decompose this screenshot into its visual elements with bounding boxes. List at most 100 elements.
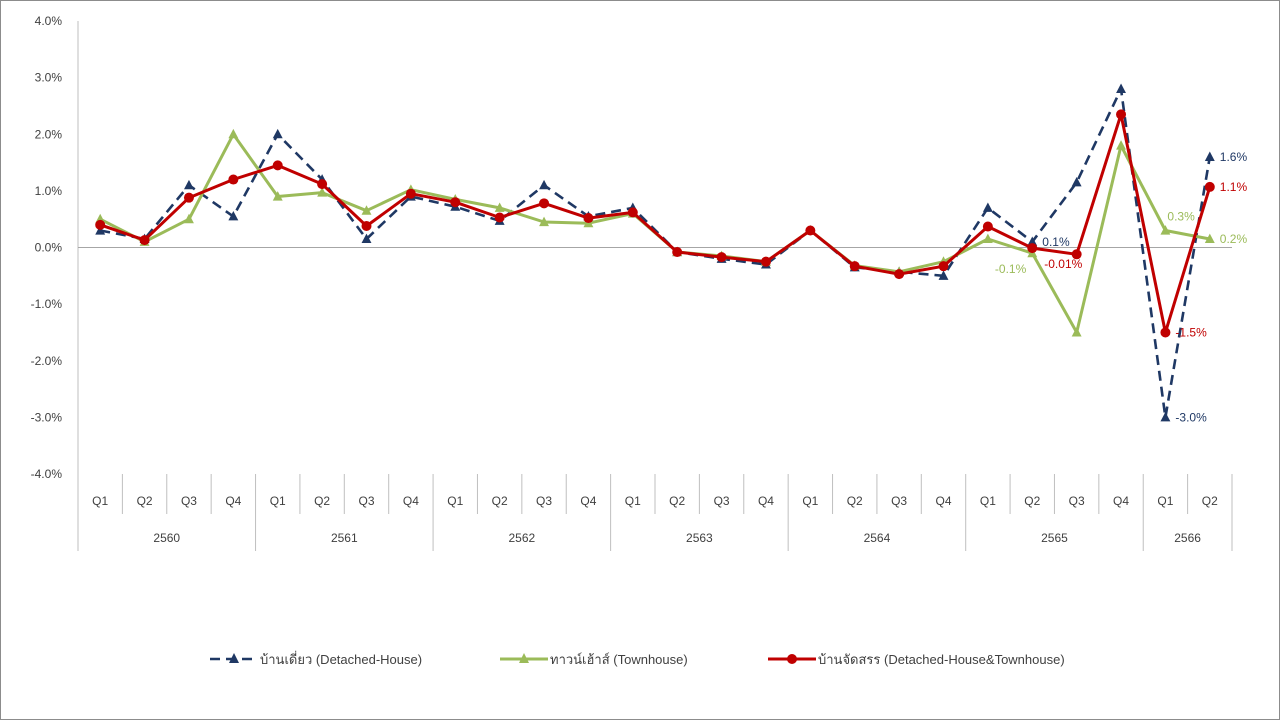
data-point (450, 197, 461, 208)
x-tick-label: Q3 (358, 494, 374, 508)
x-tick-label: Q2 (847, 494, 863, 508)
x-tick-label: Q4 (758, 494, 774, 508)
data-point (539, 179, 549, 190)
data-point (1071, 249, 1082, 260)
data-label: -3.0% (1175, 410, 1207, 424)
data-point (228, 128, 239, 139)
x-tick-label: Q1 (980, 494, 996, 508)
data-point (361, 220, 372, 231)
x-tick-label: Q2 (1202, 494, 1218, 508)
data-label: 1.1% (1220, 180, 1248, 194)
x-tick-label: Q1 (447, 494, 463, 508)
data-point (95, 219, 106, 230)
data-point (849, 261, 860, 272)
y-tick-label: 0.0% (35, 241, 63, 255)
legend-marker (787, 654, 797, 664)
data-label: 0.2% (1220, 232, 1248, 246)
series-line (99, 87, 1212, 419)
x-tick-label: Q1 (802, 494, 818, 508)
data-point (938, 261, 949, 272)
data-point (982, 202, 993, 212)
data-point (494, 202, 505, 212)
data-point (1204, 181, 1215, 192)
data-point (716, 252, 727, 263)
legend-label: ทาวน์เฮ้าส์ (Townhouse) (550, 652, 688, 667)
year-label: 2564 (864, 531, 891, 545)
legend-label: บ้านจัดสรร (Detached-House&Townhouse) (818, 652, 1065, 667)
data-point (1071, 327, 1082, 337)
data-point (672, 247, 683, 258)
data-point (1116, 83, 1126, 93)
x-tick-label: Q1 (92, 494, 108, 508)
data-point (184, 179, 194, 190)
data-point (1116, 140, 1126, 150)
data-point (982, 233, 993, 244)
x-tick-label: Q4 (403, 494, 419, 508)
x-tick-label: Q4 (935, 494, 951, 508)
data-point (1071, 176, 1082, 187)
x-tick-label: Q1 (1157, 494, 1173, 508)
data-point (361, 205, 372, 215)
data-point (183, 192, 194, 203)
year-label: 2562 (508, 531, 535, 545)
data-label: -0.01% (1044, 257, 1082, 271)
x-tick-label: Q2 (492, 494, 508, 508)
data-point (1027, 243, 1038, 254)
year-label: 2563 (686, 531, 713, 545)
data-point (938, 270, 949, 280)
data-label: -0.1% (995, 262, 1027, 276)
data-point (1160, 327, 1171, 338)
data-point (1116, 109, 1127, 120)
x-tick-label: Q3 (714, 494, 730, 508)
data-point (272, 160, 283, 171)
data-point (317, 187, 328, 197)
year-label: 2566 (1174, 531, 1201, 545)
data-point (1204, 233, 1215, 244)
data-point (184, 213, 194, 224)
data-point (272, 191, 283, 201)
y-tick-label: -2.0% (31, 354, 63, 368)
legend-marker (519, 653, 529, 663)
x-tick-label: Q3 (1069, 494, 1085, 508)
y-tick-label: 2.0% (35, 127, 63, 141)
y-tick-label: -1.0% (31, 297, 63, 311)
data-point (1204, 151, 1215, 161)
data-point (760, 256, 771, 267)
data-point (317, 179, 328, 190)
x-tick-label: Q3 (891, 494, 907, 508)
x-tick-label: Q4 (1113, 494, 1129, 508)
x-tick-label: Q2 (314, 494, 330, 508)
data-point (494, 212, 505, 223)
x-tick-label: Q1 (270, 494, 286, 508)
data-point (539, 216, 549, 227)
data-point (982, 221, 993, 232)
data-point (405, 188, 416, 199)
data-point (1160, 411, 1171, 422)
data-label: 1.6% (1220, 150, 1248, 164)
data-point (627, 207, 638, 218)
x-tick-label: Q3 (181, 494, 197, 508)
data-point (139, 235, 150, 246)
data-point (272, 128, 283, 139)
data-point (805, 225, 816, 236)
x-tick-label: Q2 (669, 494, 685, 508)
data-point (1027, 236, 1038, 246)
x-tick-label: Q2 (1024, 494, 1040, 508)
data-point (583, 213, 594, 224)
x-tick-label: Q2 (137, 494, 153, 508)
y-tick-label: 1.0% (35, 184, 63, 198)
year-label: 2561 (331, 531, 358, 545)
data-point (361, 233, 372, 244)
data-label: -1.5% (1175, 325, 1207, 339)
data-label: 0.1% (1042, 235, 1070, 249)
x-tick-label: Q4 (580, 494, 596, 508)
x-tick-label: Q3 (536, 494, 552, 508)
y-tick-label: -4.0% (31, 467, 63, 481)
data-point (539, 198, 550, 209)
series-line (99, 112, 1212, 334)
year-label: 2565 (1041, 531, 1068, 545)
x-tick-label: Q4 (225, 494, 241, 508)
data-point (228, 210, 239, 221)
data-point (1160, 225, 1171, 235)
